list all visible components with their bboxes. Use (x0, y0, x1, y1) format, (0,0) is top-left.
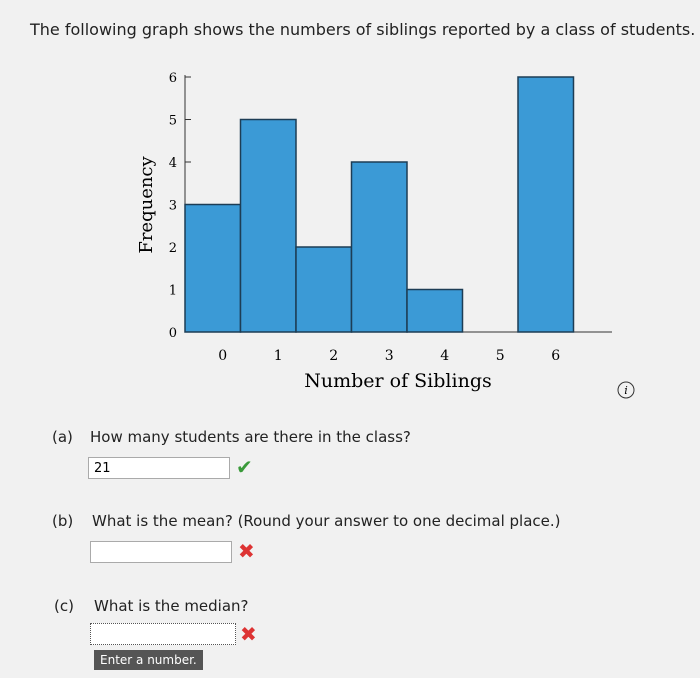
chart: Number of Siblings Frequency i 0 1 2 3 4 5 6 0 1… (136, 71, 635, 399)
x-tick-label: 6 (551, 348, 560, 364)
q-text: What is the mean? (Round your answer to … (92, 512, 561, 530)
x-tick-label: 5 (496, 348, 505, 364)
wrong-icon: ✖ (238, 539, 255, 563)
bar (517, 76, 575, 333)
bar (239, 118, 297, 333)
bar (184, 203, 242, 333)
y-tick-label: 4 (169, 156, 177, 171)
answer-box[interactable]: 21 (88, 457, 230, 479)
q-label: (b) (52, 512, 74, 530)
x-tick-label: 2 (329, 348, 338, 364)
q-text: What is the median? (94, 597, 249, 615)
intro: The following graph shows the numbers of… (30, 20, 696, 39)
wrong-icon: ✖ (240, 622, 257, 646)
bar (406, 288, 464, 333)
y-axis-label: Frequency (136, 155, 157, 253)
x-tick-label: 4 (440, 348, 449, 364)
answer-box[interactable] (90, 623, 236, 645)
x-tick-label: 0 (218, 348, 227, 364)
y-tick-label: 3 (169, 199, 177, 214)
q-text: How many students are there in the class… (90, 428, 411, 446)
x-axis-label: Number of Siblings (304, 370, 491, 392)
y-tick-label: 5 (169, 114, 177, 129)
info-icon-glyph: i (624, 384, 628, 397)
x-tick-label: 3 (385, 348, 394, 364)
y-tick-label: 6 (169, 71, 177, 86)
hint: Enter a number. (94, 650, 203, 670)
bar (295, 246, 353, 333)
q-label: (c) (54, 597, 74, 615)
correct-icon: ✔ (236, 455, 253, 479)
x-tick-label: 1 (274, 348, 283, 364)
y-tick-label: 2 (169, 241, 177, 256)
info-icon[interactable] (617, 381, 635, 399)
q-label: (a) (52, 428, 73, 446)
answer-box[interactable] (90, 541, 232, 563)
y-tick-label: 0 (169, 326, 177, 341)
y-tick-label: 1 (169, 284, 177, 299)
bar (350, 161, 408, 333)
